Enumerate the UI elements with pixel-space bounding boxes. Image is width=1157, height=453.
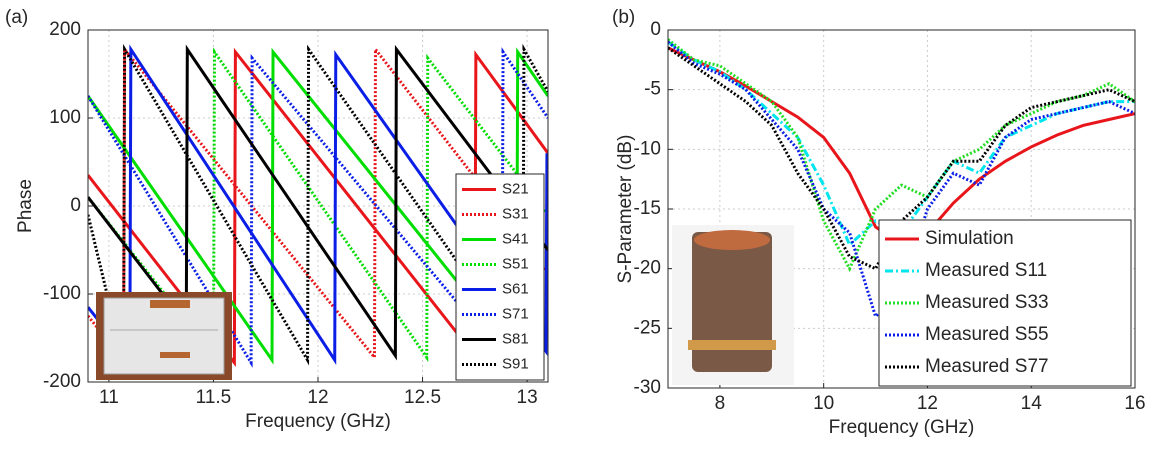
y-tick-label: 200 bbox=[49, 19, 81, 40]
plot-frame bbox=[87, 29, 549, 383]
y-tick-label: -30 bbox=[634, 377, 661, 398]
inset-photo-cylinder bbox=[672, 225, 794, 385]
legend-label: S91 bbox=[502, 355, 529, 372]
legend-label: S51 bbox=[502, 255, 529, 272]
legend-label: Measured S11 bbox=[925, 260, 1047, 281]
legend-box bbox=[878, 219, 1132, 387]
series-line bbox=[668, 40, 1135, 248]
legend-label: S71 bbox=[502, 305, 529, 322]
inset-photo-board bbox=[96, 292, 232, 380]
y-tick-label: 0 bbox=[70, 195, 81, 216]
y-tick-label: -15 bbox=[634, 198, 661, 219]
legend-label: S61 bbox=[502, 280, 529, 297]
legend-label: Measured S77 bbox=[925, 356, 1049, 377]
x-tick-label: 16 bbox=[1124, 393, 1145, 414]
legend-label: S41 bbox=[502, 230, 529, 247]
y-tick-label: 100 bbox=[49, 107, 81, 128]
x-tick-label: 11 bbox=[99, 387, 119, 408]
legend-label: S81 bbox=[502, 330, 529, 347]
x-axis-label: Frequency (GHz) bbox=[245, 411, 391, 432]
y-tick-label: 0 bbox=[650, 19, 661, 40]
x-tick-label: 11.5 bbox=[196, 387, 232, 408]
x-axis-label: Frequency (GHz) bbox=[829, 417, 975, 438]
x-tick-label: 13 bbox=[517, 387, 538, 408]
panel-label: (a) bbox=[5, 7, 28, 28]
y-axis-label: S-Parameter (dB) bbox=[615, 135, 636, 284]
y-tick-label: -25 bbox=[634, 317, 661, 338]
legend-label: S31 bbox=[502, 205, 529, 222]
panel-label: (b) bbox=[612, 7, 635, 28]
y-tick-label: -200 bbox=[43, 371, 81, 392]
y-tick-label: -100 bbox=[43, 283, 81, 304]
legend-label: S21 bbox=[502, 180, 529, 197]
x-tick-label: 8 bbox=[715, 393, 726, 414]
x-tick-label: 12.5 bbox=[404, 387, 441, 408]
y-axis-label: Phase bbox=[15, 179, 36, 233]
series-line bbox=[88, 44, 548, 365]
legend-box bbox=[455, 173, 545, 381]
y-tick-label: -5 bbox=[644, 79, 661, 100]
x-tick-label: 10 bbox=[813, 393, 834, 414]
y-tick-label: -10 bbox=[634, 138, 661, 159]
x-tick-label: 14 bbox=[1021, 393, 1043, 414]
plot-frame bbox=[667, 29, 1136, 389]
x-tick-label: 12 bbox=[307, 387, 328, 408]
y-tick-label: -20 bbox=[634, 258, 661, 279]
x-tick-label: 12 bbox=[917, 393, 938, 414]
series-line bbox=[668, 38, 1135, 273]
legend-label: Simulation bbox=[925, 228, 1014, 249]
legend-label: Measured S55 bbox=[925, 324, 1049, 345]
legend-label: Measured S33 bbox=[925, 292, 1049, 313]
